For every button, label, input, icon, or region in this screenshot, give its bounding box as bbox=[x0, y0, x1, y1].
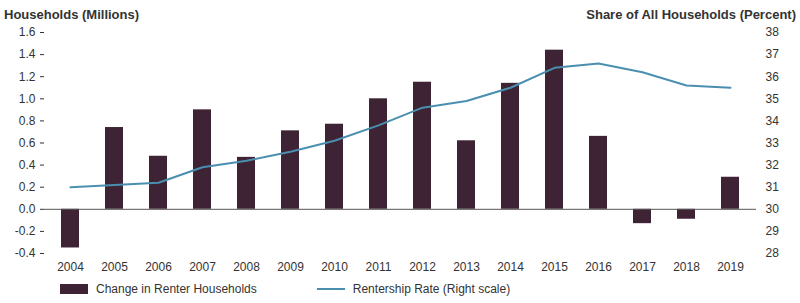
svg-text:2007: 2007 bbox=[189, 260, 216, 274]
svg-text:-0.2: -0.2 bbox=[15, 224, 36, 238]
svg-text:1.6: 1.6 bbox=[19, 25, 36, 39]
svg-text:35: 35 bbox=[766, 92, 780, 106]
svg-text:2009: 2009 bbox=[277, 260, 304, 274]
svg-text:2012: 2012 bbox=[409, 260, 436, 274]
svg-text:0.2: 0.2 bbox=[19, 180, 36, 194]
svg-text:2005: 2005 bbox=[101, 260, 128, 274]
html-text:Households (Millions): Households (Millions) bbox=[4, 7, 140, 22]
svg-text:2016: 2016 bbox=[585, 260, 612, 274]
svg-text:34: 34 bbox=[766, 114, 780, 128]
svg-text:2010: 2010 bbox=[321, 260, 348, 274]
svg-text:32: 32 bbox=[766, 158, 780, 172]
html-text:Rentership Rate (Right scale): Rentership Rate (Right scale) bbox=[352, 282, 511, 296]
svg-text:2004: 2004 bbox=[57, 260, 84, 274]
svg-text:30: 30 bbox=[766, 202, 780, 216]
svg-text:0.0: 0.0 bbox=[19, 202, 36, 216]
svg-text:2015: 2015 bbox=[541, 260, 568, 274]
svg-text:2014: 2014 bbox=[497, 260, 524, 274]
svg-text:31: 31 bbox=[766, 180, 780, 194]
svg-text:33: 33 bbox=[766, 136, 780, 150]
svg-text:1.0: 1.0 bbox=[19, 92, 36, 106]
svg-text:2018: 2018 bbox=[673, 260, 700, 274]
svg-text:38: 38 bbox=[766, 25, 780, 39]
svg-text:2008: 2008 bbox=[233, 260, 260, 274]
svg-text:0.6: 0.6 bbox=[19, 136, 36, 150]
svg-text:2013: 2013 bbox=[453, 260, 480, 274]
svg-text:36: 36 bbox=[766, 70, 780, 84]
svg-text:-0.4: -0.4 bbox=[15, 246, 36, 260]
svg-text:1.4: 1.4 bbox=[19, 47, 36, 61]
html-text:Share of All Households (Perce: Share of All Households (Percent) bbox=[586, 7, 796, 22]
svg-text:28: 28 bbox=[766, 246, 780, 260]
svg-text:2019: 2019 bbox=[717, 260, 744, 274]
svg-text:2006: 2006 bbox=[145, 260, 172, 274]
svg-text:2017: 2017 bbox=[629, 260, 656, 274]
svg-text:2011: 2011 bbox=[366, 260, 392, 274]
svg-text:1.2: 1.2 bbox=[19, 70, 36, 84]
svg-text:37: 37 bbox=[766, 47, 780, 61]
html-text:Change in Renter Households: Change in Renter Households bbox=[96, 282, 257, 296]
svg-text:0.4: 0.4 bbox=[19, 158, 36, 172]
svg-text:29: 29 bbox=[766, 224, 780, 238]
svg-text:0.8: 0.8 bbox=[19, 114, 36, 128]
